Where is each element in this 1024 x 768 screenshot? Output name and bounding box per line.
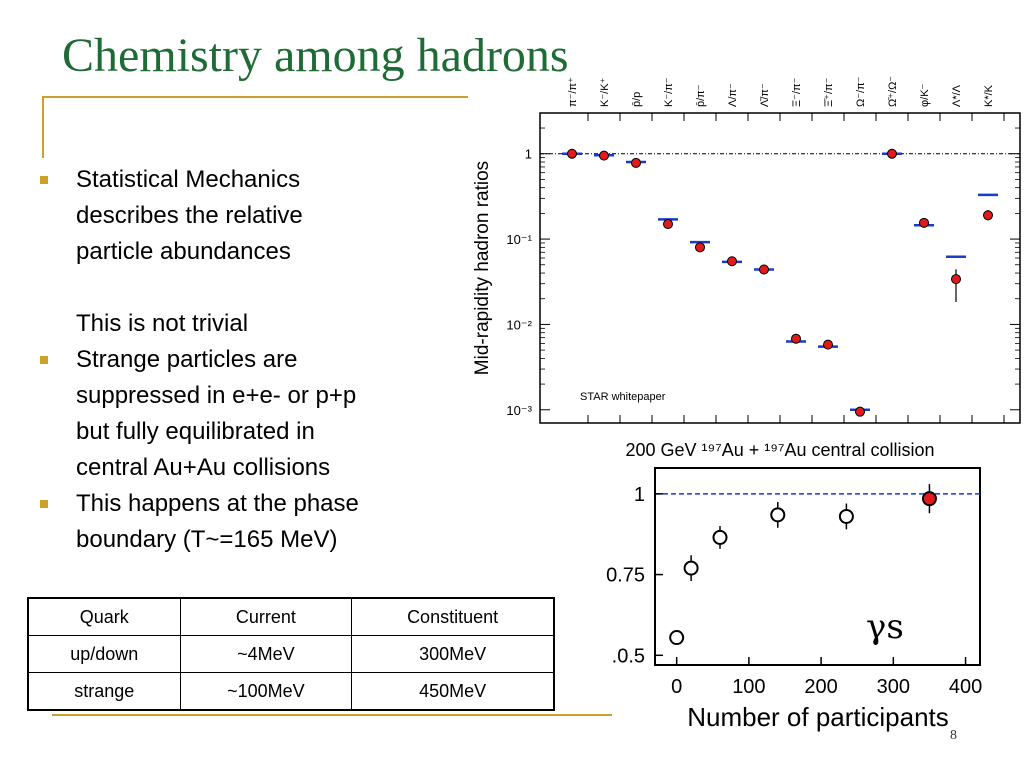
gamma-data-point — [921, 491, 937, 507]
bullet-line: Strange particles are — [76, 346, 298, 373]
bullet-item: This happens at the phase boundary (T~=1… — [40, 486, 460, 558]
ratio-y-axis-label: Mid-rapidity hadron ratios — [472, 161, 493, 375]
bullet-line: but fully equilibrated in — [76, 418, 315, 445]
page-number: 8 — [950, 728, 957, 743]
ratio-category-label: p̄/p — [631, 92, 643, 107]
ratio-data-point — [663, 219, 673, 230]
ratio-data-point — [983, 210, 993, 221]
gamma-ytick-label: 0.75 — [606, 565, 645, 587]
table-row: strange ~100MeV 450MeV — [27, 672, 555, 711]
ratio-category-label: K*/K — [983, 84, 995, 107]
bullet-square-icon — [40, 356, 48, 364]
bullet-note: This is not trivial — [76, 310, 249, 337]
ratio-data-point — [759, 264, 769, 275]
bullet-square-icon — [40, 176, 48, 184]
gamma-ytick-label: .0.5 — [612, 645, 645, 667]
gamma-data-point — [683, 560, 699, 576]
table-header-cell: Current — [179, 597, 353, 636]
ratio-ytick-label: 10⁻¹ — [506, 232, 532, 247]
table-cell: ~100MeV — [179, 672, 353, 711]
table-cell: strange — [27, 672, 181, 711]
table-row: up/down ~4MeV 300MeV — [27, 635, 555, 673]
bullet-line: Statistical Mechanics — [76, 166, 301, 193]
ratio-data-point — [599, 150, 609, 161]
table-header-cell: Constituent — [351, 597, 555, 636]
table-cell: ~4MeV — [179, 635, 353, 673]
ratio-data-point — [951, 274, 961, 285]
table-header-cell: Quark — [27, 597, 181, 636]
ratio-ytick-label: 1 — [525, 147, 532, 162]
ratio-x-axis-label: 200 GeV ¹⁹⁷Au + ¹⁹⁷Au central collision — [625, 440, 934, 460]
ratio-data-point — [631, 157, 641, 168]
ratio-data-point — [919, 217, 929, 228]
ratio-category-label: Λ*/Λ — [951, 84, 963, 107]
bullet-line: central Au+Au collisions — [76, 454, 331, 481]
ratio-annotation: STAR whitepaper — [580, 391, 666, 403]
gamma-xtick-label: 300 — [877, 676, 910, 698]
ratio-category-label: Ξ⁻/π⁻ — [791, 77, 803, 107]
gamma-xtick-label: 200 — [804, 676, 837, 698]
table-header-row: Quark Current Constituent — [27, 597, 555, 636]
ratio-category-label: Λ̄/π⁻ — [759, 83, 771, 107]
ratio-data-point — [695, 242, 705, 253]
ratio-ytick-label: 10⁻³ — [506, 403, 532, 418]
footer-accent-line — [52, 714, 612, 716]
quark-mass-table: Quark Current Constituent up/down ~4MeV … — [27, 597, 555, 711]
ratio-category-label: K⁻/π⁻ — [663, 77, 675, 107]
title-accent-vertical — [42, 96, 44, 158]
gamma-ytick-label: 1 — [634, 484, 645, 506]
ratio-category-label: φ/K⁻ — [919, 83, 931, 107]
gamma-data-point — [669, 630, 685, 646]
ratio-data-point — [727, 256, 737, 267]
bullet-line: boundary (T~=165 MeV) — [76, 526, 338, 553]
bullet-square-icon — [40, 500, 48, 508]
bullet-line: This happens at the phase — [76, 490, 359, 517]
bullet-line: suppressed in e+e- or p+p — [76, 382, 357, 409]
bullet-line: particle abundances — [76, 238, 291, 265]
ratio-data-point — [567, 148, 577, 159]
ratio-ytick-label: 10⁻² — [506, 317, 532, 332]
gamma-xtick-label: 100 — [732, 676, 765, 698]
gamma-xtick-label: 400 — [949, 676, 982, 698]
table-cell: 300MeV — [351, 635, 555, 673]
table-cell: 450MeV — [351, 672, 555, 711]
gamma-plot-frame — [654, 467, 981, 666]
ratio-data-point — [887, 148, 897, 159]
bullet-line: describes the relative — [76, 202, 303, 229]
title-accent-horizontal — [42, 96, 468, 98]
ratio-category-label: Ω⁻/π⁻ — [855, 76, 867, 107]
ratio-data-point — [823, 339, 833, 350]
ratio-category-label: p̄/π⁻ — [695, 84, 707, 107]
ratio-category-label: Λ/π⁻ — [727, 83, 739, 107]
table-cell: up/down — [27, 635, 181, 673]
gamma-xtick-label: 0 — [671, 676, 682, 698]
ratio-category-label: π⁻/π⁺ — [567, 77, 579, 107]
gamma-annotation: γs — [866, 607, 904, 647]
ratio-plot-frame — [539, 112, 1021, 424]
gamma-x-axis-label: Number of participants — [687, 702, 949, 732]
ratio-category-label: Ξ̄⁺/π⁻ — [823, 77, 835, 107]
bullet-item: Statistical Mechanics describes the rela… — [40, 162, 460, 270]
ratio-category-label: K⁻/K⁺ — [599, 77, 611, 107]
ratio-data-point — [855, 406, 865, 417]
bullet-list: Statistical Mechanics describes the rela… — [40, 162, 460, 558]
slide-title: Chemistry among hadrons — [62, 29, 569, 82]
gamma-data-point — [838, 508, 854, 524]
ratio-data-point — [791, 333, 801, 344]
ratio-category-label: Ω̄⁺/Ω⁻ — [887, 76, 899, 107]
bullet-item: Strange particles are suppressed in e+e-… — [40, 342, 460, 486]
gamma-data-point — [770, 507, 786, 523]
gamma-data-point — [712, 529, 728, 545]
